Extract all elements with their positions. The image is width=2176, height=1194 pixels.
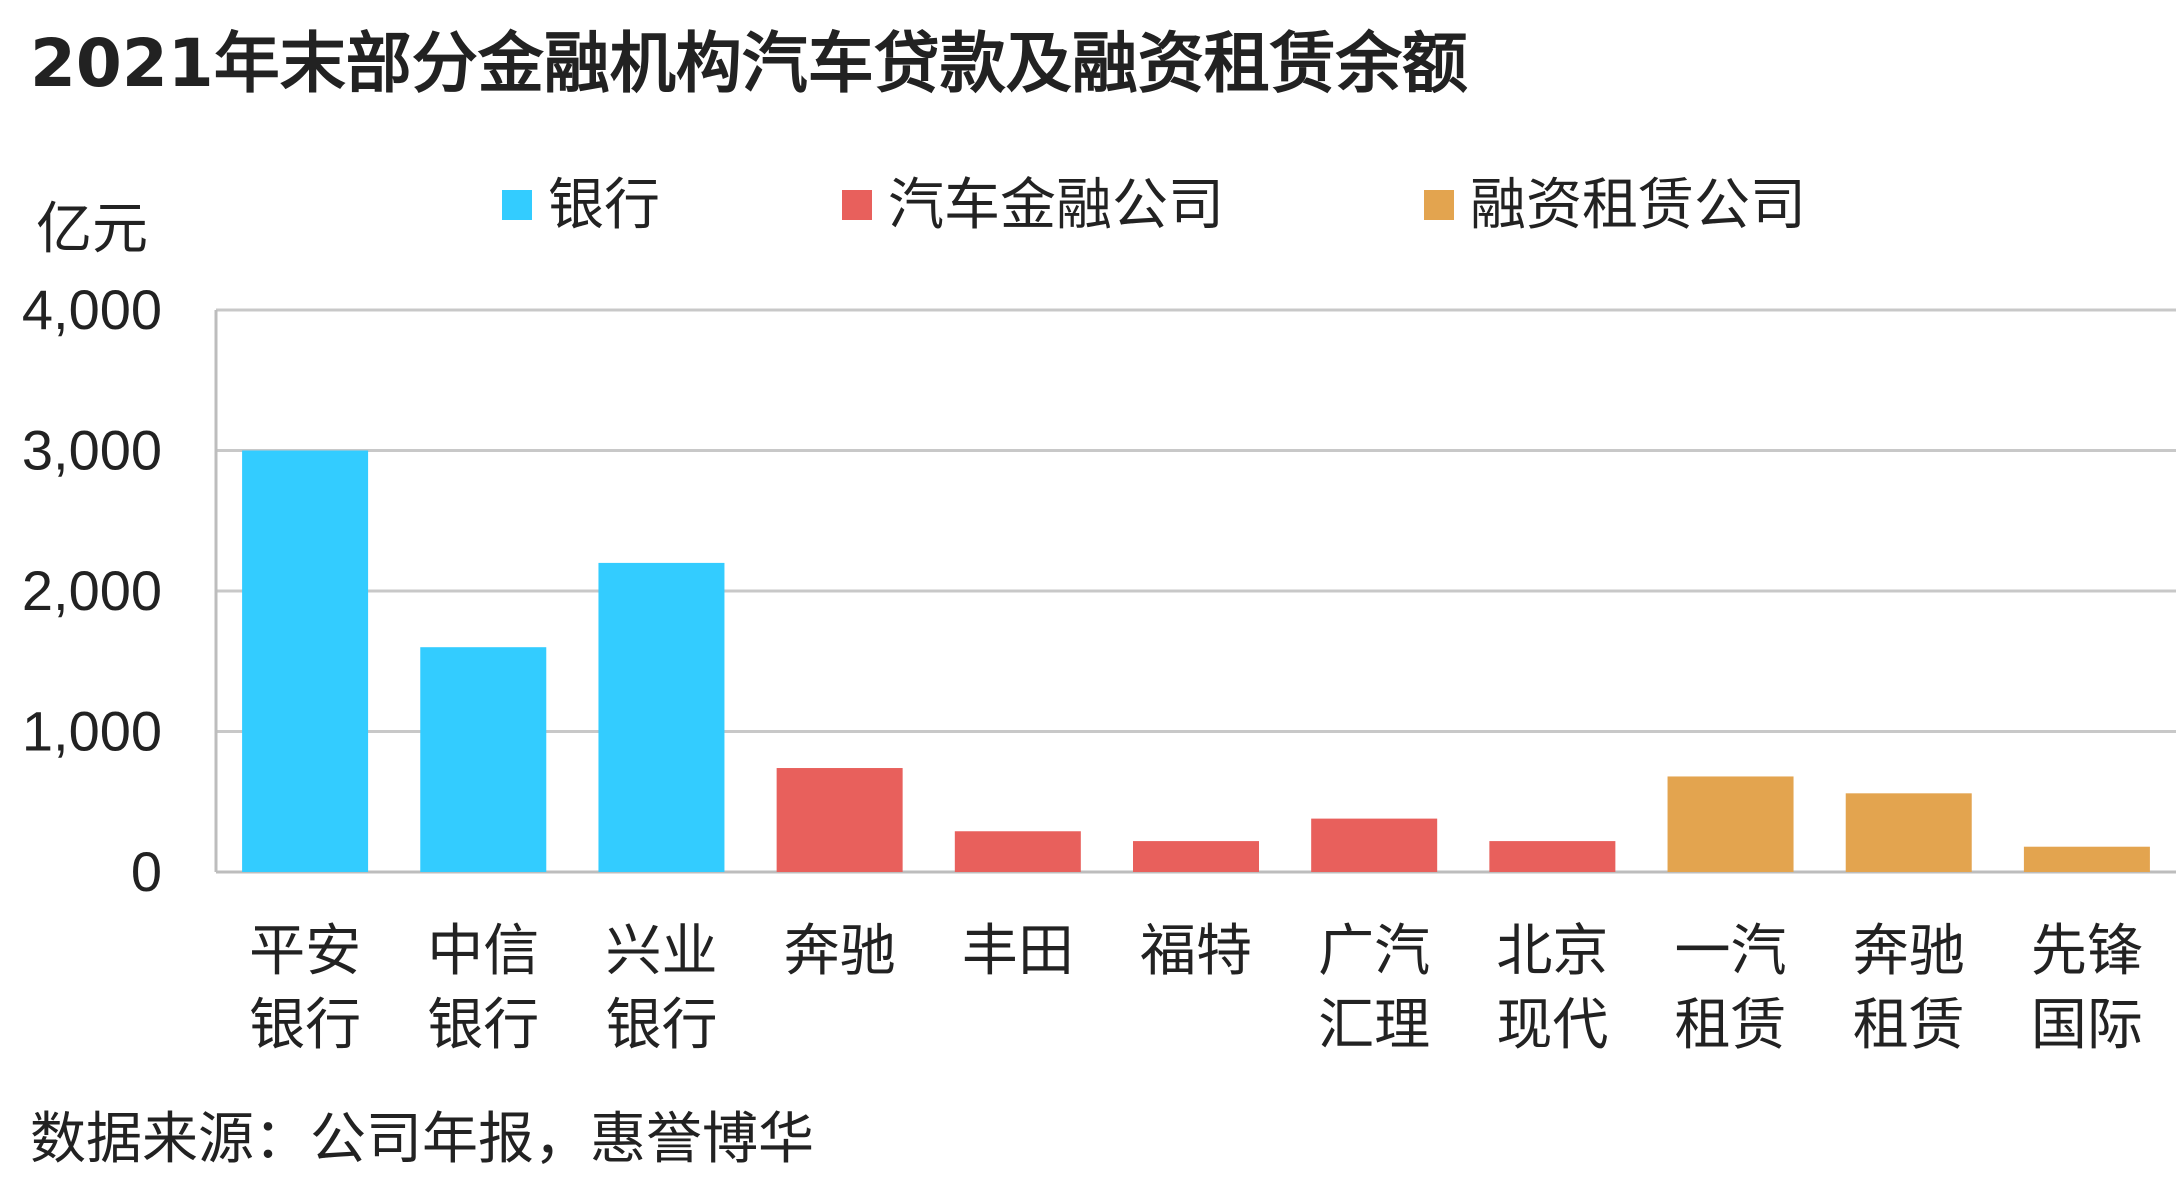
legend-swatch bbox=[842, 190, 872, 220]
y-tick-label: 2,000 bbox=[22, 559, 162, 622]
bar bbox=[776, 768, 903, 872]
legend-swatch bbox=[1424, 190, 1454, 220]
legend-label: 银行 bbox=[548, 173, 660, 238]
x-tick-label: 北京 bbox=[1496, 919, 1608, 984]
x-tick-label: 租赁 bbox=[1675, 993, 1787, 1058]
y-tick-label: 4,000 bbox=[22, 278, 162, 341]
x-tick-label: 国际 bbox=[2031, 993, 2143, 1058]
x-tick-label: 丰田 bbox=[962, 919, 1074, 984]
legend-label: 汽车金融公司 bbox=[888, 173, 1224, 238]
bar bbox=[1133, 841, 1259, 872]
x-tick-label: 先锋 bbox=[2031, 919, 2143, 984]
chart-title: 2021年末部分金融机构汽车贷款及融资租赁余额 bbox=[30, 25, 1468, 102]
bar bbox=[1667, 776, 1794, 872]
y-tick-label: 0 bbox=[131, 840, 162, 903]
y-axis-unit-label: 亿元 bbox=[36, 197, 148, 262]
x-tick-label: 银行 bbox=[249, 993, 361, 1058]
x-tick-label: 租赁 bbox=[1853, 993, 1965, 1058]
x-tick-label: 银行 bbox=[427, 993, 539, 1058]
bar bbox=[1311, 818, 1438, 872]
x-tick-label: 兴业 bbox=[605, 919, 717, 984]
bar bbox=[1489, 841, 1616, 872]
x-tick-label: 奔驰 bbox=[1853, 919, 1965, 984]
legend: 银行 汽车金融公司 融资租赁公司 bbox=[502, 173, 1806, 238]
x-tick-label: 福特 bbox=[1140, 919, 1252, 984]
y-axis-ticks: 0 1,000 2,000 3,000 4,000 bbox=[22, 278, 162, 903]
bar bbox=[420, 647, 547, 872]
bars bbox=[242, 450, 2150, 872]
bar bbox=[598, 562, 725, 872]
x-tick-label: 一汽 bbox=[1675, 919, 1787, 984]
x-tick-label: 现代 bbox=[1496, 993, 1608, 1058]
x-tick-label: 银行 bbox=[605, 993, 717, 1058]
legend-label: 融资租赁公司 bbox=[1470, 173, 1806, 238]
y-tick-label: 3,000 bbox=[22, 419, 162, 482]
bar bbox=[242, 450, 369, 872]
bar bbox=[2023, 846, 2150, 872]
x-tick-label: 广汽 bbox=[1318, 919, 1430, 984]
x-tick-label: 平安 bbox=[249, 919, 361, 984]
x-tick-label: 奔驰 bbox=[784, 919, 896, 984]
source-note: 数据来源：公司年报，惠誉博华 bbox=[30, 1107, 814, 1172]
bar bbox=[954, 831, 1081, 872]
legend-swatch bbox=[502, 190, 532, 220]
bar bbox=[1845, 793, 1972, 872]
y-tick-label: 1,000 bbox=[22, 700, 162, 763]
x-tick-label: 汇理 bbox=[1318, 993, 1430, 1058]
x-tick-label: 中信 bbox=[427, 919, 539, 984]
